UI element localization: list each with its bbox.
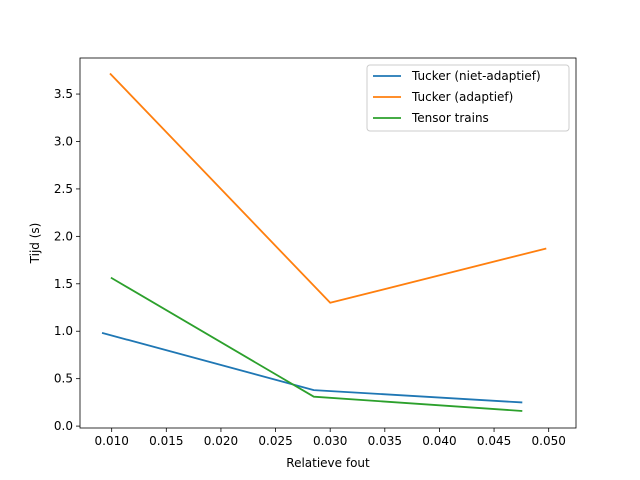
x-tick-label: 0.020	[204, 434, 238, 448]
x-tick-label: 0.045	[477, 434, 511, 448]
legend: Tucker (niet-adaptief) Tucker (adaptief) T…	[366, 64, 570, 132]
series-line-0	[101, 331, 523, 404]
x-tick-label: 0.025	[258, 434, 292, 448]
plot-frame	[79, 57, 577, 429]
y-tick-label: 0.0	[54, 419, 73, 433]
legend-label-1: Tucker (adaptief)	[411, 90, 513, 104]
x-tick-label: 0.030	[313, 434, 347, 448]
x-tick-label: 0.050	[532, 434, 566, 448]
legend-box	[366, 64, 570, 132]
y-tick-label: 3.5	[54, 87, 73, 101]
y-tick-label: 1.5	[54, 277, 73, 291]
y-tick-label: 2.0	[54, 229, 73, 243]
y-tick-label: 0.5	[54, 372, 73, 386]
legend-items: Tucker (niet-adaptief) Tucker (adaptief) T…	[373, 69, 541, 125]
series-line-2	[110, 276, 523, 412]
y-axis-ticks: 0.0 0.5 1.0 1.5 2.0 2.5 3.0 3.5	[54, 87, 80, 433]
y-tick-label: 2.5	[54, 182, 73, 196]
x-tick-label: 0.035	[368, 434, 402, 448]
legend-label-2: Tensor trains	[411, 111, 489, 125]
x-axis-ticks: 0.010 0.015 0.020 0.025 0.030 0.035 0.040 0.045…	[95, 428, 566, 448]
x-axis-label: Relatieve fout	[286, 456, 370, 470]
series-layer	[101, 72, 547, 412]
x-tick-label: 0.015	[149, 434, 183, 448]
x-tick-label: 0.040	[422, 434, 456, 448]
series-line-1	[109, 72, 547, 304]
y-axis-label: Tijd (s)	[28, 223, 42, 265]
legend-label-0: Tucker (niet-adaptief)	[411, 69, 541, 83]
x-tick-label: 0.010	[95, 434, 129, 448]
y-tick-label: 3.0	[54, 134, 73, 148]
y-tick-label: 1.0	[54, 324, 73, 338]
